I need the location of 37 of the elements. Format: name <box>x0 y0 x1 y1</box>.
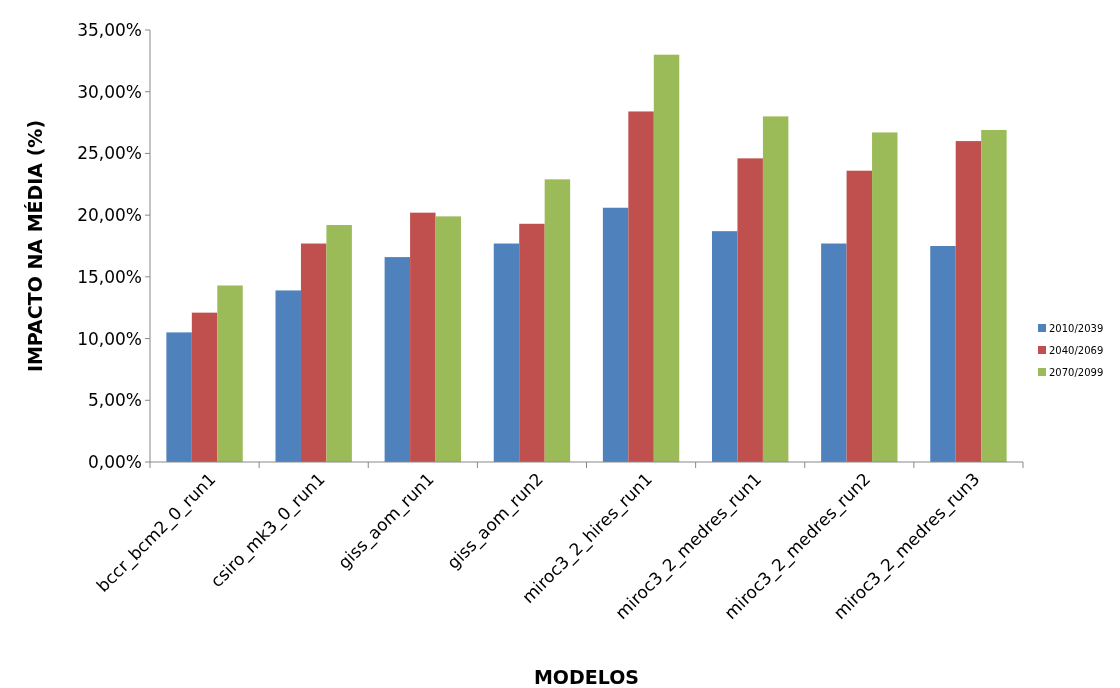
y-tick-label: 35,00% <box>77 19 142 40</box>
bar <box>628 111 654 462</box>
bar <box>410 212 436 462</box>
x-axis-title: MODELOS <box>533 666 640 688</box>
y-tick-label: 0,00% <box>87 451 142 472</box>
bar <box>544 179 571 462</box>
bar <box>275 290 301 462</box>
bar <box>981 129 1007 462</box>
legend-label: 2010/2039 <box>1049 322 1104 334</box>
bar <box>955 141 982 462</box>
bar <box>435 216 462 462</box>
bar <box>602 207 629 462</box>
y-tick-label: 20,00% <box>77 205 142 226</box>
y-tick-label: 5,00% <box>87 390 142 411</box>
bar <box>821 243 847 462</box>
bar <box>166 332 192 462</box>
bar <box>711 231 738 462</box>
bar <box>191 312 218 462</box>
bar <box>846 170 873 462</box>
y-axis-title: IMPACTO NA MÉDIA (%) <box>24 119 46 373</box>
bar <box>493 243 520 462</box>
y-tick-label: 25,00% <box>77 143 142 164</box>
legend-label: 2040/2069 <box>1049 344 1104 356</box>
bar <box>300 243 327 462</box>
bar <box>326 225 352 462</box>
bar <box>384 257 411 462</box>
bar <box>519 223 545 462</box>
bar <box>762 116 789 462</box>
y-tick-label: 10,00% <box>77 328 142 349</box>
bar <box>930 246 956 462</box>
y-tick-label: 30,00% <box>77 81 142 102</box>
y-tick-label: 15,00% <box>77 266 142 287</box>
bar <box>737 158 763 462</box>
bar <box>217 285 243 462</box>
bar <box>872 132 898 462</box>
legend-label: 2070/2099 <box>1049 366 1104 378</box>
bar <box>653 54 680 462</box>
